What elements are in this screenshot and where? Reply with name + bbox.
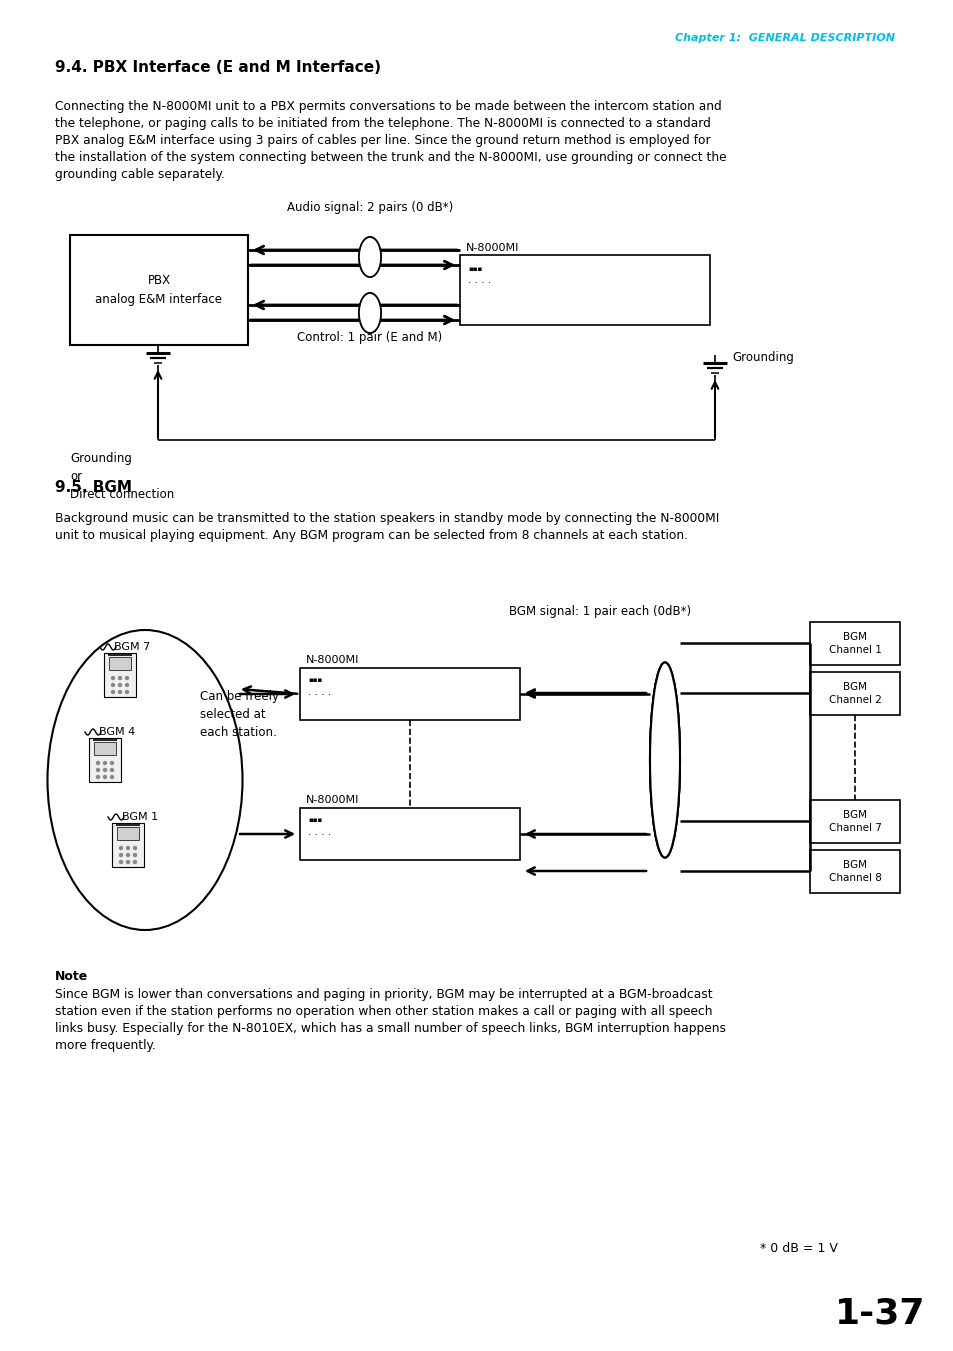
Text: 9.4. PBX Interface (E and M Interface): 9.4. PBX Interface (E and M Interface) [55, 61, 380, 76]
Bar [459, 255, 709, 326]
Bar [809, 671, 899, 715]
Text: BGM
Channel 7: BGM Channel 7 [828, 809, 881, 834]
Circle shape [103, 769, 107, 771]
Text: N-8000MI: N-8000MI [465, 243, 518, 253]
Circle shape [126, 677, 129, 680]
Circle shape [127, 861, 130, 863]
Text: BGM
Channel 8: BGM Channel 8 [828, 859, 881, 884]
Text: BGM
Channel 2: BGM Channel 2 [828, 682, 881, 705]
Circle shape [127, 854, 130, 857]
Text: Can be freely
selected at
each station.: Can be freely selected at each station. [200, 690, 278, 739]
Text: Grounding
or
Direct connection: Grounding or Direct connection [70, 453, 174, 501]
Circle shape [133, 847, 136, 850]
Text: BGM 4: BGM 4 [99, 727, 135, 738]
Circle shape [126, 684, 129, 686]
Circle shape [119, 861, 122, 863]
Text: BGM 7: BGM 7 [113, 642, 150, 653]
Ellipse shape [358, 236, 380, 277]
Text: * 0 dB = 1 V: * 0 dB = 1 V [760, 1242, 837, 1255]
Text: . . . .: . . . . [308, 688, 331, 697]
Circle shape [118, 677, 121, 680]
Text: N-8000MI: N-8000MI [306, 655, 359, 665]
Text: BGM 1: BGM 1 [122, 812, 158, 821]
Bar [112, 823, 144, 867]
Text: Since BGM is lower than conversations and paging in priority, BGM may be interru: Since BGM is lower than conversations an… [55, 988, 712, 1001]
Circle shape [103, 775, 107, 778]
Text: the telephone, or paging calls to be initiated from the telephone. The N-8000MI : the telephone, or paging calls to be ini… [55, 118, 710, 130]
Bar [809, 621, 899, 665]
Circle shape [133, 854, 136, 857]
Circle shape [112, 684, 114, 686]
Ellipse shape [649, 662, 679, 858]
Text: Connecting the N-8000MI unit to a PBX permits conversations to be made between t: Connecting the N-8000MI unit to a PBX pe… [55, 100, 721, 113]
Circle shape [96, 762, 99, 765]
Circle shape [119, 847, 122, 850]
Text: N-8000MI: N-8000MI [306, 794, 359, 805]
Text: . . . .: . . . . [468, 276, 491, 285]
Bar [109, 657, 131, 670]
Text: . . . .: . . . . [308, 827, 331, 838]
Text: links busy. Especially for the N-8010EX, which has a small number of speech link: links busy. Especially for the N-8010EX,… [55, 1021, 725, 1035]
Text: BGM
Channel 1: BGM Channel 1 [828, 632, 881, 655]
Text: unit to musical playing equipment. Any BGM program can be selected from 8 channe: unit to musical playing equipment. Any B… [55, 530, 687, 542]
Bar [70, 235, 248, 345]
Text: Chapter 1:  GENERAL DESCRIPTION: Chapter 1: GENERAL DESCRIPTION [675, 32, 894, 43]
Text: ▪▪▪: ▪▪▪ [308, 677, 322, 684]
Circle shape [126, 690, 129, 693]
Bar [94, 742, 116, 755]
Bar [104, 653, 136, 697]
Text: ▪▪▪: ▪▪▪ [468, 266, 482, 272]
Circle shape [112, 677, 114, 680]
Circle shape [111, 769, 113, 771]
Circle shape [133, 861, 136, 863]
Bar [299, 667, 519, 720]
Text: ▪▪▪: ▪▪▪ [308, 817, 322, 823]
Ellipse shape [358, 293, 380, 332]
Circle shape [96, 775, 99, 778]
Text: BGM signal: 1 pair each (0dB*): BGM signal: 1 pair each (0dB*) [508, 605, 690, 619]
Text: Control: 1 pair (E and M): Control: 1 pair (E and M) [297, 331, 442, 345]
Text: station even if the station performs no operation when other station makes a cal: station even if the station performs no … [55, 1005, 712, 1019]
Text: Audio signal: 2 pairs (0 dB*): Audio signal: 2 pairs (0 dB*) [287, 201, 453, 215]
Text: grounding cable separately.: grounding cable separately. [55, 168, 225, 181]
Bar [809, 800, 899, 843]
Bar [117, 827, 139, 840]
Circle shape [127, 847, 130, 850]
Circle shape [111, 775, 113, 778]
Text: Note: Note [55, 970, 89, 984]
Text: 1-37: 1-37 [834, 1296, 924, 1329]
Circle shape [103, 762, 107, 765]
Circle shape [112, 690, 114, 693]
Text: Background music can be transmitted to the station speakers in standby mode by c: Background music can be transmitted to t… [55, 512, 719, 526]
Text: PBX
analog E&M interface: PBX analog E&M interface [95, 274, 222, 305]
Ellipse shape [358, 293, 380, 332]
Text: more frequently.: more frequently. [55, 1039, 155, 1052]
Text: 9.5. BGM: 9.5. BGM [55, 481, 132, 496]
Circle shape [118, 684, 121, 686]
Bar [89, 738, 121, 782]
Ellipse shape [358, 236, 380, 277]
Ellipse shape [649, 662, 679, 858]
Bar [809, 850, 899, 893]
Circle shape [118, 690, 121, 693]
Text: PBX analog E&M interface using 3 pairs of cables per line. Since the ground retu: PBX analog E&M interface using 3 pairs o… [55, 134, 710, 147]
Text: the installation of the system connecting between the trunk and the N-8000MI, us: the installation of the system connectin… [55, 151, 726, 163]
Circle shape [111, 762, 113, 765]
Circle shape [119, 854, 122, 857]
Text: Grounding: Grounding [731, 351, 793, 365]
Ellipse shape [649, 662, 679, 858]
Circle shape [96, 769, 99, 771]
Bar [299, 808, 519, 861]
Ellipse shape [48, 630, 242, 929]
